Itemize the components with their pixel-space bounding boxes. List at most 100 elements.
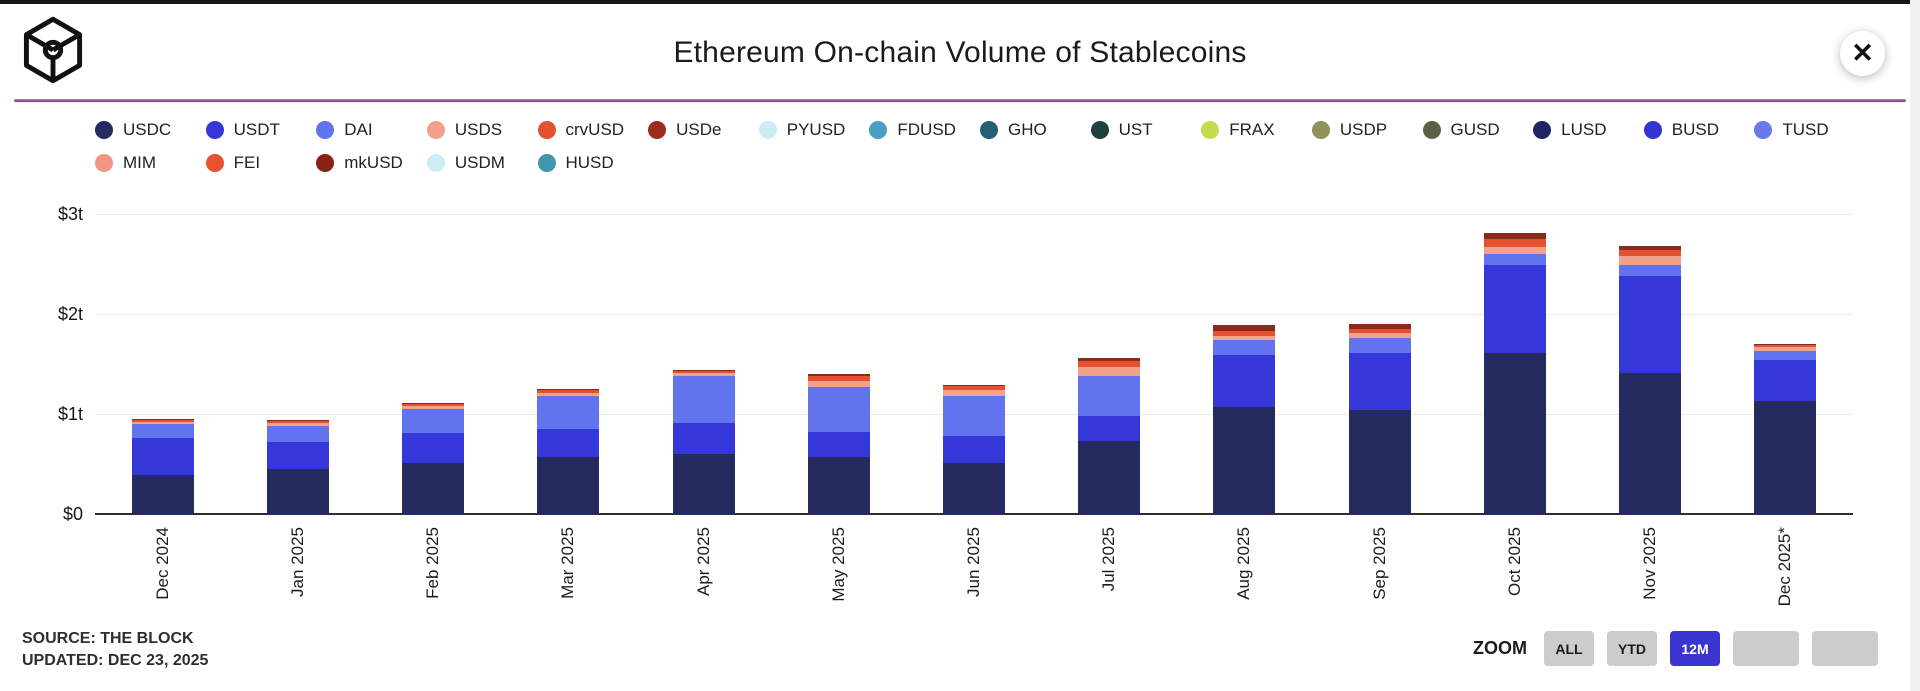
bar-segment-USDe[interactable] [1348, 324, 1411, 329]
bar-stack-Oct 2025[interactable] [1483, 233, 1546, 515]
legend-item-TUSD[interactable]: TUSD [1754, 117, 1865, 143]
bar-segment-crvUSD[interactable] [1213, 331, 1276, 336]
bar-segment-DAI[interactable] [807, 387, 870, 432]
bar-segment-USDS[interactable] [266, 423, 329, 426]
zoom-button-blank-4[interactable] [1812, 631, 1878, 666]
bar-segment-USDC[interactable] [402, 463, 465, 515]
legend-item-GUSD[interactable]: GUSD [1422, 117, 1534, 143]
bar-segment-USDe[interactable] [402, 403, 465, 404]
bar-segment-USDC[interactable] [672, 454, 735, 515]
bar-segment-USDS[interactable] [807, 381, 870, 387]
legend-item-USDP[interactable]: USDP [1311, 117, 1423, 143]
bar-segment-crvUSD[interactable] [1348, 329, 1411, 333]
bar-segment-USDT[interactable] [672, 423, 735, 454]
bar-segment-USDe[interactable] [807, 374, 870, 376]
zoom-button-ytd[interactable]: YTD [1607, 631, 1657, 666]
legend-item-DAI[interactable]: DAI [316, 117, 427, 143]
legend-item-FRAX[interactable]: FRAX [1201, 117, 1312, 143]
legend-item-UST[interactable]: UST [1090, 117, 1202, 143]
zoom-button-all[interactable]: ALL [1544, 631, 1594, 666]
bar-segment-DAI[interactable] [1754, 351, 1817, 360]
bar-segment-USDT[interactable] [1213, 355, 1276, 407]
bar-stack-Jul 2025[interactable] [1078, 358, 1141, 515]
bar-segment-DAI[interactable] [943, 396, 1006, 436]
bar-segment-USDC[interactable] [1348, 410, 1411, 515]
bar-segment-DAI[interactable] [537, 396, 600, 429]
bar-segment-USDC[interactable] [1213, 407, 1276, 515]
bar-segment-crvUSD[interactable] [943, 386, 1006, 390]
bar-segment-USDe[interactable] [537, 389, 600, 390]
legend-item-BUSD[interactable]: BUSD [1643, 117, 1755, 143]
bar-segment-USDT[interactable] [537, 429, 600, 457]
legend-item-HUSD[interactable]: HUSD [537, 150, 649, 176]
bar-segment-USDT[interactable] [1619, 276, 1682, 373]
bar-segment-USDT[interactable] [943, 436, 1006, 463]
bar-segment-USDT[interactable] [807, 432, 870, 457]
bar-stack-Nov 2025[interactable] [1619, 246, 1682, 515]
legend-item-USDe[interactable]: USDe [648, 117, 759, 143]
bar-segment-USDS[interactable] [1483, 247, 1546, 254]
bar-segment-USDS[interactable] [1754, 347, 1817, 351]
bar-segment-DAI[interactable] [1619, 265, 1682, 276]
legend-item-MIM[interactable]: MIM [95, 150, 206, 176]
bar-segment-USDC[interactable] [807, 457, 870, 515]
bar-segment-DAI[interactable] [1078, 376, 1141, 416]
bar-segment-USDT[interactable] [131, 438, 194, 475]
legend-item-FEI[interactable]: FEI [205, 150, 317, 176]
bar-segment-DAI[interactable] [266, 426, 329, 442]
bar-stack-Dec 2025*[interactable] [1754, 344, 1817, 515]
bar-segment-crvUSD[interactable] [1754, 345, 1817, 347]
bar-segment-USDT[interactable] [1483, 265, 1546, 353]
legend-item-LUSD[interactable]: LUSD [1533, 117, 1644, 143]
bar-segment-USDe[interactable] [943, 385, 1006, 386]
bar-segment-DAI[interactable] [1213, 340, 1276, 355]
bar-segment-crvUSD[interactable] [1078, 361, 1141, 367]
bar-stack-Mar 2025[interactable] [537, 389, 600, 515]
bar-segment-USDC[interactable] [1754, 401, 1817, 515]
bar-segment-USDS[interactable] [402, 406, 465, 409]
bar-segment-crvUSD[interactable] [131, 420, 194, 422]
bar-segment-USDe[interactable] [1754, 344, 1817, 345]
bar-segment-USDT[interactable] [402, 433, 465, 463]
bar-stack-Jun 2025[interactable] [943, 385, 1006, 515]
bar-segment-USDC[interactable] [537, 457, 600, 515]
zoom-button-12m[interactable]: 12M [1670, 631, 1720, 666]
bar-segment-crvUSD[interactable] [672, 371, 735, 373]
bar-segment-USDS[interactable] [537, 393, 600, 396]
bar-segment-USDS[interactable] [1619, 256, 1682, 265]
bar-segment-USDC[interactable] [1483, 353, 1546, 515]
bar-stack-May 2025[interactable] [807, 374, 870, 515]
bar-segment-crvUSD[interactable] [266, 421, 329, 423]
bar-segment-USDC[interactable] [1619, 373, 1682, 515]
bar-segment-crvUSD[interactable] [1483, 239, 1546, 247]
bar-stack-Jan 2025[interactable] [266, 420, 329, 515]
close-icon[interactable]: ✕ [1840, 31, 1885, 76]
bar-segment-USDT[interactable] [1348, 353, 1411, 410]
bar-segment-USDe[interactable] [1078, 358, 1141, 361]
bar-segment-USDe[interactable] [1619, 246, 1682, 250]
bar-segment-USDS[interactable] [1213, 336, 1276, 340]
bar-segment-USDT[interactable] [1754, 360, 1817, 401]
bar-segment-USDT[interactable] [266, 442, 329, 469]
bar-segment-DAI[interactable] [672, 376, 735, 423]
legend-item-mkUSD[interactable]: mkUSD [316, 150, 427, 176]
bar-segment-USDS[interactable] [1348, 333, 1411, 338]
legend-item-crvUSD[interactable]: crvUSD [537, 117, 649, 143]
legend-item-USDC[interactable]: USDC [95, 117, 206, 143]
bar-stack-Feb 2025[interactable] [402, 403, 465, 515]
bar-segment-USDe[interactable] [1483, 233, 1546, 239]
legend-item-FDUSD[interactable]: FDUSD [869, 117, 980, 143]
bar-segment-USDe[interactable] [131, 419, 194, 420]
bar-segment-USDC[interactable] [1078, 441, 1141, 515]
bar-segment-USDe[interactable] [672, 370, 735, 371]
bar-segment-crvUSD[interactable] [537, 390, 600, 393]
bar-stack-Apr 2025[interactable] [672, 370, 735, 515]
bar-stack-Sep 2025[interactable] [1348, 324, 1411, 515]
bar-segment-USDC[interactable] [131, 475, 194, 515]
legend-item-USDM[interactable]: USDM [426, 150, 538, 176]
legend-item-PYUSD[interactable]: PYUSD [758, 117, 870, 143]
bar-segment-USDS[interactable] [672, 373, 735, 376]
bar-stack-Dec 2024[interactable] [131, 419, 194, 515]
bar-stack-Aug 2025[interactable] [1213, 325, 1276, 515]
legend-item-GHO[interactable]: GHO [980, 117, 1091, 143]
